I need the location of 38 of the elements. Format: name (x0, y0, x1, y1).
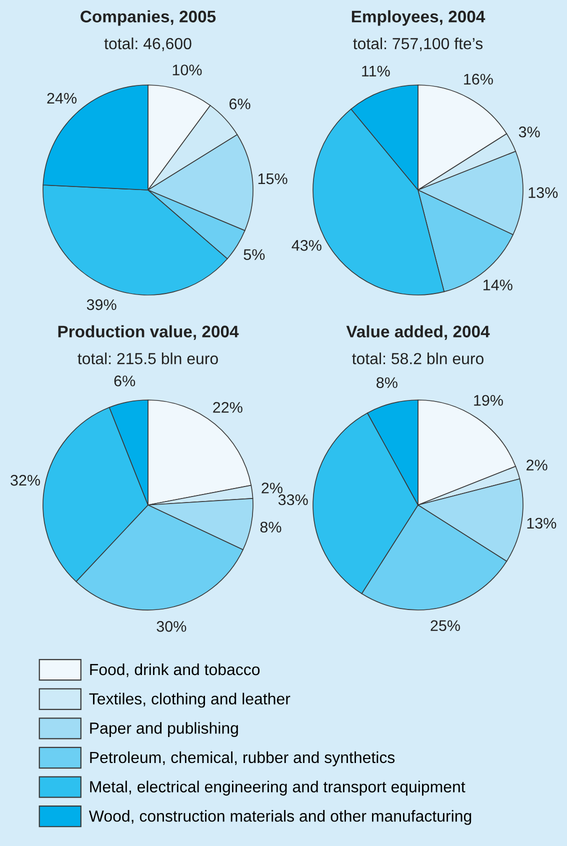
data-label: 11% (362, 66, 390, 76)
chart-title: Value added, 2004 (346, 325, 490, 340)
data-label: 5% (244, 249, 265, 260)
data-label: 2% (262, 482, 282, 494)
legend-label: Paper and publishing (90, 722, 238, 737)
legend-label: Petroleum, chemical, rubber and synthetics (90, 751, 395, 766)
data-label: 30% (156, 621, 186, 632)
data-label: 2% (526, 460, 548, 470)
data-label: 43% (292, 240, 322, 251)
data-label: 13% (528, 187, 558, 198)
data-label: 22% (213, 402, 242, 413)
legend-label: Wood, construction materials and other manufacturing (88, 810, 472, 825)
data-label: 19% (474, 394, 503, 406)
chart-title: Production value, 2004 (58, 325, 239, 340)
data-label: 33% (278, 494, 308, 506)
chart-subtitle: total: 46,600 (104, 38, 192, 52)
chart-title: Companies, 2005 (80, 10, 216, 26)
chart-subtitle: total: 58.2 bln euro (352, 352, 484, 364)
data-label: 14% (484, 280, 512, 290)
data-label: 3% (518, 126, 540, 138)
data-label: 13% (527, 518, 556, 529)
legend-label: Textiles, clothing and leather (89, 692, 290, 708)
data-label: 24% (47, 92, 77, 104)
data-label: 15% (258, 173, 288, 184)
data-label: 32% (10, 474, 40, 486)
chart-title: Employees, 2004 (352, 10, 486, 26)
data-label: 25% (430, 620, 460, 632)
chart-subtitle: total: 757,100 fte’s (353, 38, 483, 52)
data-label: 8% (260, 522, 282, 533)
legend-label: Metal, electrical engineering and transport equipment (90, 780, 466, 796)
data-label: 39% (86, 299, 116, 310)
chart-subtitle: total: 215.5 bln euro (78, 352, 218, 364)
data-label: 16% (464, 74, 493, 85)
data-label: 6% (230, 98, 250, 110)
data-label: 10% (172, 64, 202, 76)
data-label: 6% (114, 376, 136, 386)
legend-label: Food, drink and tobacco (90, 663, 260, 678)
data-label: 8% (376, 377, 398, 388)
